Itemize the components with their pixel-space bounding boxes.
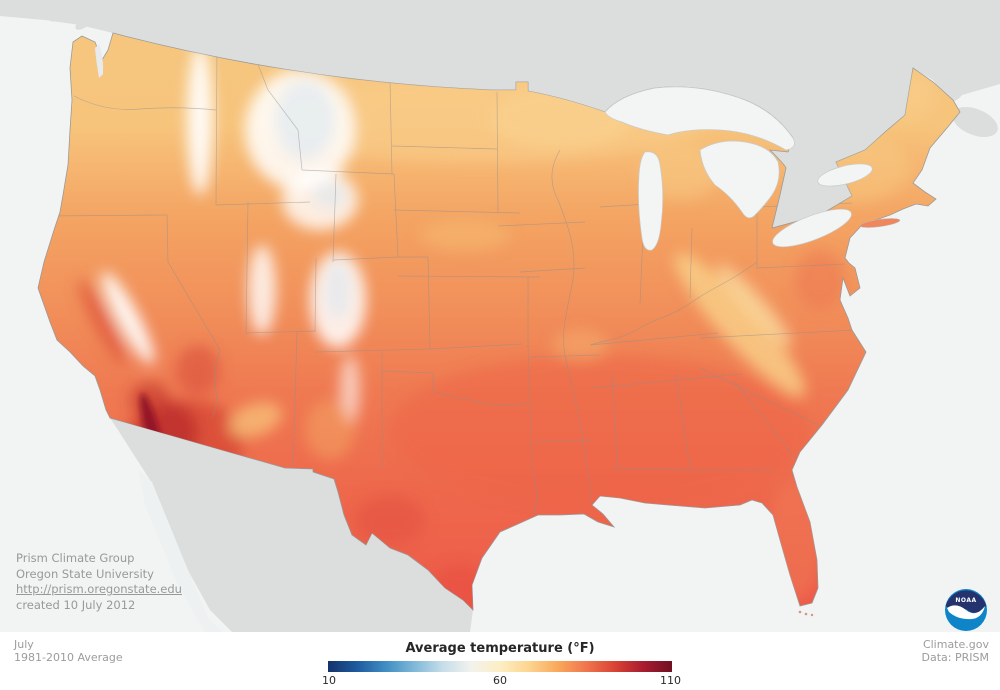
period-range: 1981-2010 Average (14, 650, 123, 664)
canada-region (0, 0, 1000, 228)
nova-scotia (952, 106, 998, 138)
us-temperature-map (0, 0, 1000, 632)
credit-created: created 10 July 2012 (16, 597, 136, 612)
footer-bar: July 1981-2010 Average Average temperatu… (0, 632, 1000, 690)
legend-ticks: 10 60 110 (322, 674, 681, 688)
credits-block: Prism Climate Group Oregon State Univers… (16, 551, 182, 613)
gulf-of-california (138, 470, 222, 632)
credit-url-link[interactable]: http://prism.oregonstate.edu (16, 582, 182, 596)
legend-tick-min: 10 (322, 674, 336, 687)
lake-michigan (638, 151, 664, 251)
period-month: July (14, 638, 34, 651)
noaa-logo-icon: NOAA (945, 589, 987, 631)
source-site: Climate.gov (922, 638, 989, 651)
vancouver-island (48, 2, 76, 22)
legend-tick-mid: 60 (493, 674, 507, 687)
great-lakes (604, 86, 873, 251)
temperature-legend: Average temperature (°F) 10 60 110 (322, 632, 681, 690)
legend-tick-max: 110 (660, 674, 681, 687)
lake-huron (699, 140, 780, 219)
long-island (859, 218, 901, 228)
legend-title: Average temperature (°F) (405, 641, 595, 656)
credit-org: Prism Climate Group (16, 551, 135, 565)
lake-ontario (817, 163, 873, 187)
coastal-island (75, 16, 93, 30)
noaa-logo-text: NOAA (955, 597, 976, 604)
puget-sound (95, 44, 104, 78)
source-data: Data: PRISM (921, 650, 989, 664)
source-block: Climate.gov Data: PRISM (921, 638, 989, 664)
credit-university: Oregon State University (16, 566, 154, 581)
period-block: July 1981-2010 Average (14, 638, 123, 664)
state-borders (45, 43, 856, 516)
lake-erie (772, 208, 852, 248)
lake-superior (604, 86, 795, 151)
florida-keys (798, 610, 814, 617)
legend-gradient-bar (328, 661, 672, 672)
mexico-region (110, 418, 473, 632)
map-canvas: Prism Climate Group Oregon State Univers… (0, 0, 1000, 632)
